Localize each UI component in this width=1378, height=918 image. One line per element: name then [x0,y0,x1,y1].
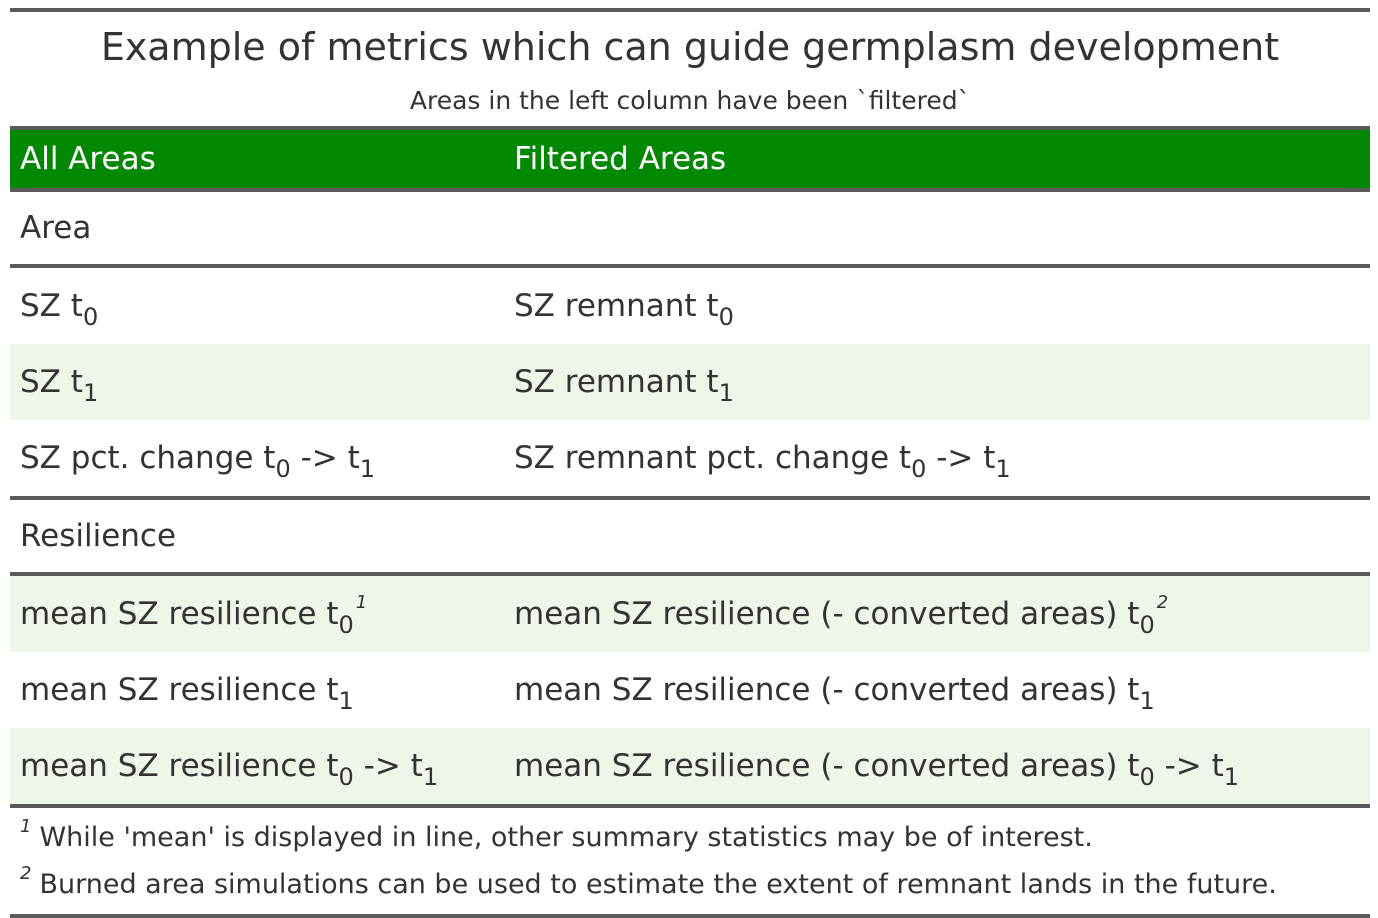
table-row: mean SZ resilience t1 mean SZ resilience… [10,652,1370,728]
cell-all-areas: SZ pct. change t0 -> t1 [20,440,376,483]
footnote-text: Burned area simulations can be used to e… [39,869,1277,900]
cell-all-areas: mean SZ resilience t1 [20,672,354,715]
table-row: mean SZ resilience t0 -> t1 mean SZ resi… [10,728,1370,808]
group-label-area: Area [10,192,1370,268]
table-title: Example of metrics which can guide germp… [100,25,1280,69]
footnote: 1 While 'mean' is displayed in line, othe… [20,814,1370,861]
cell-filtered-areas: SZ remnant t1 [514,364,734,407]
cell-filtered-areas: SZ remnant pct. change t0 -> t1 [514,440,1011,483]
cell-filtered-areas: mean SZ resilience (- converted areas) t… [514,748,1240,791]
footnotes: 1 While 'mean' is displayed in line, othe… [10,808,1370,914]
metrics-table: Example of metrics which can guide germp… [10,8,1370,918]
cell-all-areas: SZ t0 [20,288,99,331]
table-row: mean SZ resilience t01 mean SZ resilienc… [10,576,1370,652]
footnote-text: While 'mean' is displayed in line, other… [39,822,1093,853]
group-label-resilience: Resilience [10,500,1370,576]
column-header-row: All Areas Filtered Areas [10,126,1370,192]
table-subtitle: Areas in the left column have been `filt… [409,86,971,115]
table-row: SZ t0 SZ remnant t0 [10,268,1370,344]
cell-filtered-areas: SZ remnant t0 [514,288,734,331]
column-header-all-areas: All Areas [20,141,156,177]
footnote-mark: 2 [20,863,32,884]
cell-all-areas: SZ t1 [20,364,99,407]
footnote: 2 Burned area simulations can be used to … [20,861,1370,908]
footnote-marker: 1 [355,592,368,613]
footnote-mark: 1 [20,816,32,837]
cell-all-areas: mean SZ resilience t0 -> t1 [20,748,439,791]
table-row: SZ pct. change t0 -> t1 SZ remnant pct. … [10,420,1370,500]
cell-all-areas: mean SZ resilience t01 [20,592,368,639]
column-header-filtered-areas: Filtered Areas [514,141,727,177]
table-row: SZ t1 SZ remnant t1 [10,344,1370,420]
cell-filtered-areas: mean SZ resilience (- converted areas) t… [514,592,1169,639]
footnote-marker: 2 [1156,592,1169,613]
cell-filtered-areas: mean SZ resilience (- converted areas) t… [514,672,1155,715]
